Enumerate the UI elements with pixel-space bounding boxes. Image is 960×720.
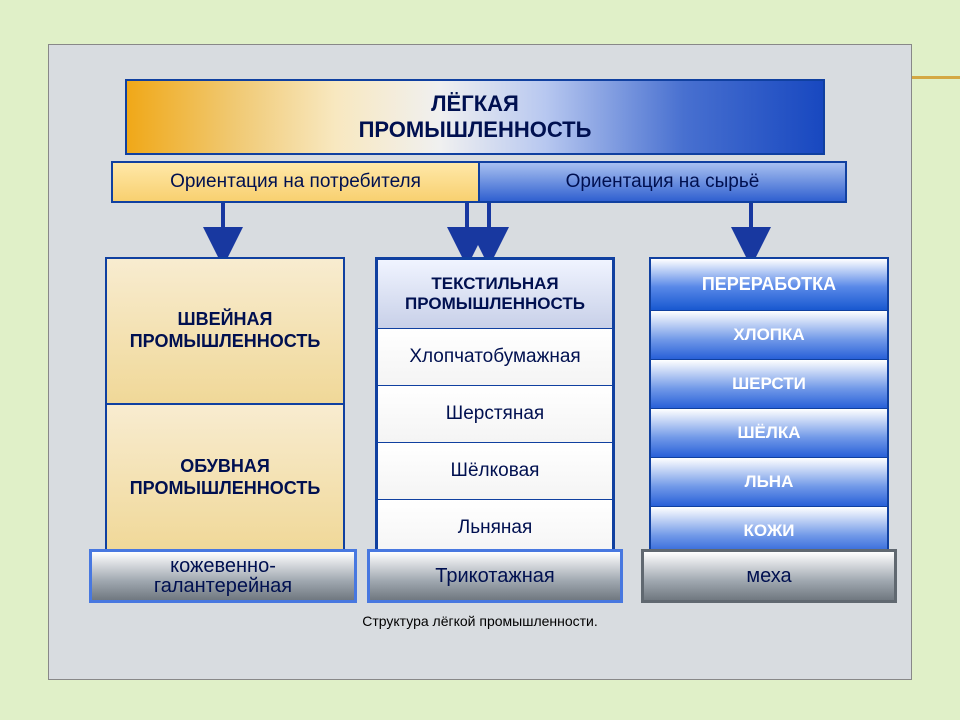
cell-cotton: Хлопчатобумажная [378, 328, 612, 385]
diagram-caption: Структура лёгкой промышленности. [49, 613, 911, 629]
footer-knitwear: Трикотажная [367, 549, 623, 603]
cell-footwear: ОБУВНАЯ ПРОМЫШЛЕННОСТЬ [107, 405, 343, 551]
cell-proc-leather: КОЖИ [651, 506, 887, 555]
column-right: ПЕРЕРАБОТКА ХЛОПКА ШЕРСТИ ШЁЛКА ЛЬНА КОЖ… [649, 257, 889, 553]
cell-processing-header: ПЕРЕРАБОТКА [651, 259, 887, 310]
orientation-raw: Ориентация на сырьё [480, 161, 847, 203]
cell-silk: Шёлковая [378, 442, 612, 499]
cell-wool: Шерстяная [378, 385, 612, 442]
cell-proc-wool: ШЕРСТИ [651, 359, 887, 408]
diagram-title: ЛЁГКАЯ ПРОМЫШЛЕННОСТЬ [125, 79, 825, 155]
cell-proc-cotton: ХЛОПКА [651, 310, 887, 359]
diagram-panel: ЛЁГКАЯ ПРОМЫШЛЕННОСТЬ Ориентация на потр… [48, 44, 912, 680]
cell-proc-linen: ЛЬНА [651, 457, 887, 506]
cell-sewing: ШВЕЙНАЯ ПРОМЫШЛЕННОСТЬ [107, 259, 343, 405]
orientation-row: Ориентация на потребителя Ориентация на … [111, 161, 847, 203]
cell-textile-header: ТЕКСТИЛЬНАЯ ПРОМЫШЛЕННОСТЬ [378, 260, 612, 328]
orientation-consumer: Ориентация на потребителя [111, 161, 480, 203]
cell-proc-silk: ШЁЛКА [651, 408, 887, 457]
column-middle: ТЕКСТИЛЬНАЯ ПРОМЫШЛЕННОСТЬ Хлопчатобумаж… [375, 257, 615, 553]
column-left: ШВЕЙНАЯ ПРОМЫШЛЕННОСТЬ ОБУВНАЯ ПРОМЫШЛЕН… [105, 257, 345, 553]
footer-fur: меха [641, 549, 897, 603]
cell-linen: Льняная [378, 499, 612, 556]
footer-leather-goods: кожевенно- галантерейная [89, 549, 357, 603]
